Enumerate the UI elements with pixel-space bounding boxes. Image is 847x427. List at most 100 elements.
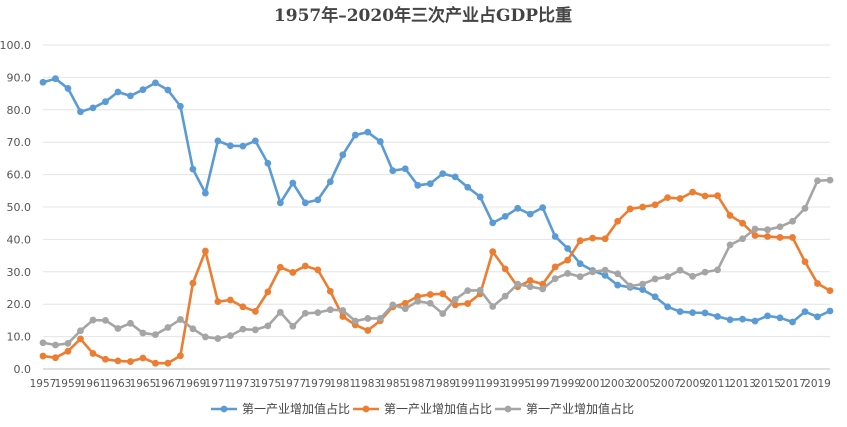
data-point — [776, 223, 784, 231]
x-tick-label: 1971 — [205, 378, 232, 390]
x-tick-label: 1957 — [30, 378, 57, 390]
data-point — [714, 266, 721, 274]
data-point — [414, 293, 422, 300]
data-point — [776, 234, 784, 241]
data-point — [676, 195, 684, 202]
x-tick-label: 1977 — [279, 378, 306, 390]
data-point — [651, 275, 659, 283]
data-point — [139, 354, 147, 362]
data-point — [589, 234, 597, 242]
chart-title: 1957年–2020年三次产业占GDP比重 — [274, 5, 572, 26]
data-point — [701, 268, 709, 276]
data-point — [52, 75, 59, 83]
data-point — [164, 86, 172, 94]
data-point — [201, 333, 209, 341]
data-point — [439, 310, 447, 317]
data-point — [39, 339, 47, 347]
y-tick-label: 0.0 — [14, 363, 32, 376]
data-point — [314, 266, 322, 274]
data-point — [689, 309, 696, 317]
data-point — [214, 335, 222, 342]
y-tick-label: 60.0 — [7, 169, 32, 182]
data-point — [751, 232, 759, 239]
legend-item: 第一产业增加值占比 — [353, 401, 492, 416]
data-point — [814, 280, 821, 287]
data-point — [177, 316, 184, 323]
data-point — [239, 303, 247, 311]
data-point — [789, 217, 796, 225]
data-point — [739, 315, 746, 323]
x-tick-label: 1959 — [55, 378, 82, 390]
x-tick-label: 1981 — [329, 378, 356, 390]
data-point — [589, 268, 597, 276]
data-point — [564, 245, 572, 252]
data-point — [464, 287, 472, 294]
data-point — [39, 352, 47, 360]
data-point — [89, 104, 97, 112]
data-point — [339, 306, 347, 314]
data-point — [539, 280, 547, 288]
data-point — [102, 98, 109, 106]
data-point — [826, 176, 834, 184]
x-tick-label: 1987 — [404, 378, 431, 390]
data-point — [401, 305, 409, 313]
data-point — [152, 331, 159, 339]
y-tick-label: 20.0 — [7, 298, 32, 311]
data-point — [664, 273, 672, 281]
data-point — [326, 306, 334, 314]
y-axis-tick-labels: 0.0 10.0 20.0 30.0 40.0 50.0 60.0 70.0 80.0 90.0 1… — [0, 39, 31, 376]
data-point — [77, 335, 84, 343]
series-2 — [39, 188, 834, 367]
legend-swatch-marker — [220, 405, 228, 413]
x-tick-label: 1993 — [479, 378, 506, 390]
data-point — [751, 317, 759, 325]
data-point — [426, 299, 434, 307]
y-tick-label: 30.0 — [7, 266, 32, 279]
data-point — [614, 270, 622, 278]
data-point — [514, 280, 522, 288]
data-point — [351, 131, 359, 139]
y-tick-label: 40.0 — [7, 233, 32, 246]
data-point — [726, 241, 734, 249]
x-tick-label: 1989 — [429, 378, 456, 390]
data-point — [601, 271, 609, 279]
data-point — [401, 165, 409, 173]
data-point — [189, 325, 197, 333]
data-point — [689, 188, 696, 196]
data-point — [89, 350, 97, 357]
data-point — [701, 192, 709, 200]
data-point — [39, 78, 47, 86]
x-tick-label: 2013 — [729, 378, 756, 390]
data-point — [626, 205, 634, 213]
x-tick-label: 2011 — [704, 378, 731, 390]
data-point — [64, 85, 72, 92]
data-point — [314, 309, 322, 317]
data-point — [601, 266, 609, 274]
data-point — [251, 137, 259, 145]
x-tick-label: 2003 — [604, 378, 631, 390]
data-point — [189, 165, 197, 173]
data-point — [364, 327, 372, 334]
series-line — [41, 190, 832, 365]
data-point — [364, 315, 372, 322]
data-point — [801, 308, 809, 316]
data-point — [639, 280, 647, 288]
data-point — [201, 189, 209, 197]
data-point — [52, 354, 59, 362]
data-point — [414, 181, 422, 189]
y-tick-label: 100.0 — [0, 39, 31, 52]
x-tick-label: 1999 — [554, 378, 581, 390]
data-point — [364, 128, 372, 136]
data-point — [289, 179, 297, 187]
data-point — [651, 201, 659, 209]
data-point — [152, 79, 159, 87]
data-point — [301, 309, 309, 317]
data-point — [489, 303, 497, 310]
data-point — [476, 193, 484, 201]
x-tick-label: 1979 — [304, 378, 331, 390]
data-point — [551, 263, 559, 271]
data-point — [226, 142, 234, 150]
data-point — [127, 92, 134, 100]
data-point — [801, 204, 809, 212]
